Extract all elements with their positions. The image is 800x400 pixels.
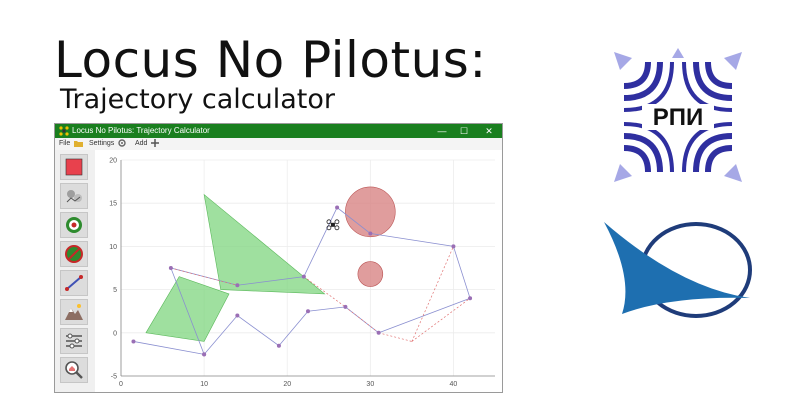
y-tick-label: 20 xyxy=(109,158,117,165)
x-tick-label: 10 xyxy=(200,381,208,388)
no-entry-tool[interactable] xyxy=(60,241,88,267)
drone-app-icon xyxy=(59,126,69,136)
dashed-route-segment xyxy=(378,332,412,342)
waypoint-marker xyxy=(451,244,456,249)
waypoint-marker xyxy=(168,266,173,270)
tool-panel xyxy=(55,150,95,392)
path-tool[interactable] xyxy=(60,270,88,296)
x-tick-label: 40 xyxy=(450,381,458,388)
maximize-button[interactable]: ☐ xyxy=(459,126,469,136)
plus-move-icon xyxy=(151,139,160,148)
sail-logo xyxy=(604,222,752,318)
sliders-icon xyxy=(66,333,82,349)
forbidden-zone-icon xyxy=(65,245,83,263)
rpi-logo: РПИ xyxy=(614,48,742,182)
red-obstacle-circle xyxy=(345,186,396,238)
drone-rotor xyxy=(334,225,340,231)
folder-icon xyxy=(74,140,84,147)
x-tick-label: 0 xyxy=(119,381,123,388)
waypoint-marker xyxy=(301,274,306,279)
slide-title: Locus No Pilotus: xyxy=(54,31,487,89)
dashed-route-segment xyxy=(411,246,454,342)
minimize-button[interactable]: — xyxy=(437,126,447,136)
window-titlebar[interactable]: Locus No Pilotus: Trajectory Calculator … xyxy=(55,124,502,138)
red-obstacle-circle xyxy=(357,261,384,287)
dashed-route-segment xyxy=(345,306,379,334)
line-segment-icon xyxy=(65,275,83,291)
app-window: Locus No Pilotus: Trajectory Calculator … xyxy=(54,123,503,393)
menu-settings[interactable]: Settings xyxy=(89,138,126,150)
drone-icon xyxy=(330,222,335,227)
menu-bar: File Settings Add xyxy=(55,138,502,150)
waypoint-marker xyxy=(335,205,340,210)
drone-rotor xyxy=(326,225,332,231)
menu-file-label: File xyxy=(59,140,71,147)
mountains-icon xyxy=(65,304,83,320)
target-tool[interactable] xyxy=(60,212,88,238)
y-tick-label: -5 xyxy=(111,374,117,381)
red-zone-tool[interactable] xyxy=(60,154,88,180)
waypoint-marker xyxy=(235,313,240,318)
y-tick-label: 15 xyxy=(109,201,117,208)
waypoint-marker xyxy=(131,339,136,344)
terrain-tool[interactable] xyxy=(60,299,88,325)
red-square-icon xyxy=(65,158,83,176)
menu-file[interactable]: File xyxy=(59,138,84,150)
waypoints-tool[interactable] xyxy=(60,183,88,209)
gear-icon xyxy=(118,139,126,147)
rpi-logo-text: РПИ xyxy=(653,104,704,131)
target-icon xyxy=(66,217,82,233)
close-button[interactable]: ✕ xyxy=(485,126,493,136)
search-map-tool[interactable] xyxy=(60,357,88,383)
waypoint-marker xyxy=(276,343,281,348)
menu-add[interactable]: Add xyxy=(135,138,160,150)
green-zone-polygon xyxy=(145,276,230,342)
waypoint-marker xyxy=(343,304,348,309)
waypoint-marker xyxy=(235,283,240,288)
waypoint-marker xyxy=(368,231,373,236)
y-tick-label: 5 xyxy=(113,287,117,294)
waypoint-marker xyxy=(376,330,381,335)
dashed-route-segment xyxy=(411,297,471,342)
map-pins-icon xyxy=(66,190,82,203)
waypoint-marker xyxy=(468,296,473,301)
menu-settings-label: Settings xyxy=(89,140,115,147)
menu-add-label: Add xyxy=(135,140,148,147)
window-title: Locus No Pilotus: Trajectory Calculator xyxy=(72,126,210,135)
y-tick-label: 0 xyxy=(113,330,117,337)
green-zone-polygon xyxy=(203,193,326,295)
settings-sliders-tool[interactable] xyxy=(60,328,88,354)
waypoint-marker xyxy=(306,309,310,314)
drone-rotor xyxy=(326,219,332,225)
magnifier-home-icon xyxy=(65,361,83,379)
x-tick-label: 30 xyxy=(366,381,374,388)
x-tick-label: 20 xyxy=(283,381,291,388)
dashed-route-segment xyxy=(170,267,238,286)
waypoint-marker xyxy=(202,352,207,357)
drone-rotor xyxy=(334,219,340,225)
slide-subtitle: Trajectory calculator xyxy=(60,84,335,115)
y-tick-label: 10 xyxy=(109,244,117,251)
dashed-route-segment xyxy=(303,276,346,308)
